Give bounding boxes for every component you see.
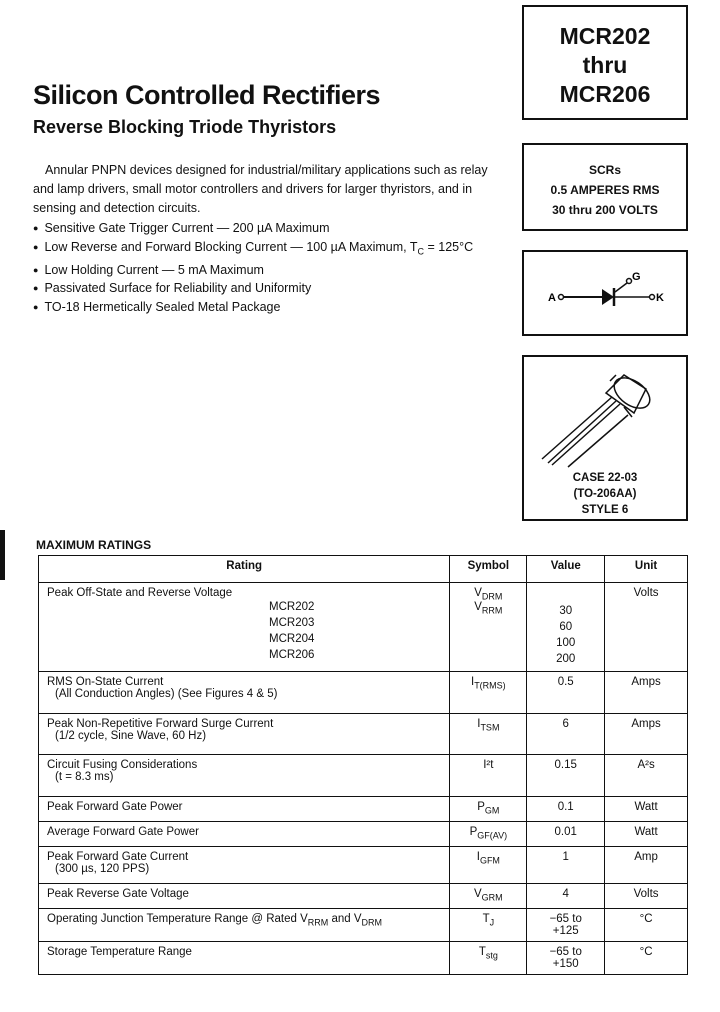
- unit-cell: Volts: [604, 582, 688, 672]
- rating-name: Peak Reverse Gate Voltage: [47, 888, 189, 900]
- rating-name: Peak Non-Repetitive Forward Surge Curren…: [47, 718, 274, 730]
- unit-cell: Amps: [604, 713, 688, 755]
- symbol-cell: Tstg: [449, 941, 528, 975]
- unit-cell: Amps: [604, 671, 688, 714]
- model: MCR204: [269, 633, 315, 645]
- part-line: MCR206: [559, 81, 651, 107]
- symbol-cell: IGFM: [449, 846, 528, 884]
- table-row: Storage Temperature Range Tstg −65 to +1…: [37, 941, 688, 975]
- rating-note: (t = 8.3 ms): [55, 771, 114, 783]
- feature-item: TO-18 Hermetically Sealed Metal Package: [33, 298, 473, 317]
- page-title: Silicon Controlled Rectifiers: [33, 80, 381, 110]
- value-cell: 0.15: [526, 754, 606, 797]
- model: MCR202: [269, 601, 315, 613]
- table-row: Peak Forward Gate Current (300 µs, 120 PP…: [37, 846, 688, 884]
- column-header: Rating: [37, 555, 451, 583]
- package-box: CASE 22-03 (TO-206AA) STYLE 6: [522, 355, 688, 521]
- section-tab-marker: [0, 530, 5, 580]
- symbol-cell: IT(RMS): [449, 671, 528, 714]
- rating-name: Operating Junction Temperature Range @ R…: [47, 913, 383, 928]
- symbol-cell: PGF(AV): [449, 821, 528, 847]
- model: MCR206: [269, 649, 315, 661]
- column-header: Symbol: [449, 555, 528, 583]
- symbol-cell: TJ: [449, 908, 528, 942]
- unit-cell: Amp: [604, 846, 688, 884]
- value-cell: 0.01: [526, 821, 606, 847]
- rating-note: (All Conduction Angles) (See Figures 4 &…: [55, 688, 278, 700]
- value-cell: −65 to +150: [526, 941, 606, 975]
- table-row: Peak Off-State and Reverse Voltage MCR20…: [37, 582, 688, 672]
- table-row: RMS On-State Current (All Conduction Angl…: [37, 671, 688, 714]
- rating-name: Peak Forward Gate Power: [47, 801, 183, 813]
- anode-label: A: [548, 292, 556, 304]
- feature-list: Sensitive Gate Trigger Current — 200 µA …: [33, 219, 473, 316]
- part-line: MCR202: [559, 23, 651, 49]
- symbol-cell: VDRM VRRM: [449, 582, 528, 672]
- rating-name: Storage Temperature Range: [47, 946, 192, 958]
- unit-cell: A²s: [604, 754, 688, 797]
- table-row: Circuit Fusing Considerations (t = 8.3 ms…: [37, 754, 688, 797]
- table-header-row: Rating Symbol Value Unit: [37, 555, 688, 583]
- unit-cell: Watt: [604, 796, 688, 822]
- rating-note: (300 µs, 120 PPS): [55, 863, 150, 875]
- case-style-label: STYLE 6: [581, 504, 629, 516]
- table-row: Average Forward Gate Power PGF(AV) 0.01 …: [37, 821, 688, 847]
- rating-name: Peak Off-State and Reverse Voltage: [47, 587, 233, 599]
- symbol-cell: ITSM: [449, 713, 528, 755]
- unit-cell: °C: [604, 908, 688, 942]
- rating-name: Average Forward Gate Power: [47, 826, 199, 838]
- case-label: CASE 22-03: [572, 472, 638, 484]
- spec-line: SCRs: [588, 163, 621, 177]
- value-cell: 6: [526, 713, 606, 755]
- rating-name: Circuit Fusing Considerations: [47, 759, 198, 771]
- table-row: Peak Forward Gate Power PGM 0.1 Watt: [37, 796, 688, 822]
- value-cell: 30 60 100 200: [526, 582, 606, 672]
- unit-cell: Volts: [604, 883, 688, 909]
- feature-item: Low Reverse and Forward Blocking Current…: [33, 238, 473, 261]
- symbol-cell: I²t: [449, 754, 528, 797]
- spec-line: 0.5 AMPERES RMS: [550, 183, 660, 197]
- value-cell: 1: [526, 846, 606, 884]
- spec-line: 30 thru 200 VOLTS: [552, 203, 658, 217]
- column-header: Unit: [604, 555, 688, 583]
- part-line: thru: [582, 52, 628, 78]
- page-subtitle: Reverse Blocking Triode Thyristors: [33, 117, 337, 137]
- table-row: Peak Non-Repetitive Forward Surge Curren…: [37, 713, 688, 755]
- feature-item: Low Holding Current — 5 mA Maximum: [33, 261, 473, 280]
- value-cell: 0.1: [526, 796, 606, 822]
- value-cell: 4: [526, 883, 606, 909]
- feature-item: Sensitive Gate Trigger Current — 200 µA …: [33, 219, 473, 238]
- intro-paragraph: Annular PNPN devices designed for indust…: [33, 163, 488, 215]
- ratings-heading: MAXIMUM RATINGS: [36, 538, 152, 552]
- unit-cell: °C: [604, 941, 688, 975]
- value-cell: 0.5: [526, 671, 606, 714]
- part-number-box: MCR202 thru MCR206: [522, 5, 688, 120]
- rating-name: Peak Forward Gate Current: [47, 851, 189, 863]
- gate-label: G: [632, 271, 641, 283]
- symbol-cell: PGM: [449, 796, 528, 822]
- maximum-ratings-table: Rating Symbol Value Unit Peak Off-State …: [37, 555, 688, 975]
- cathode-label: K: [656, 292, 664, 304]
- rating-note: (1/2 cycle, Sine Wave, 60 Hz): [55, 730, 207, 742]
- scr-symbol-icon: A G K: [548, 271, 664, 306]
- feature-item: Passivated Surface for Reliability and U…: [33, 279, 473, 298]
- table-row: Peak Reverse Gate Voltage VGRM 4 Volts: [37, 883, 688, 909]
- unit-cell: Watt: [604, 821, 688, 847]
- column-header: Value: [526, 555, 606, 583]
- table-row: Operating Junction Temperature Range @ R…: [37, 908, 688, 942]
- rating-name: RMS On-State Current: [47, 676, 164, 688]
- spec-summary-box: SCRs 0.5 AMPERES RMS 30 thru 200 VOLTS: [522, 143, 688, 231]
- package-icon: [541, 374, 651, 468]
- scr-symbol-box: A G K: [522, 250, 688, 336]
- case-jedec-label: (TO-206AA): [573, 488, 637, 500]
- value-cell: −65 to +125: [526, 908, 606, 942]
- model: MCR203: [269, 617, 315, 629]
- symbol-cell: VGRM: [449, 883, 528, 909]
